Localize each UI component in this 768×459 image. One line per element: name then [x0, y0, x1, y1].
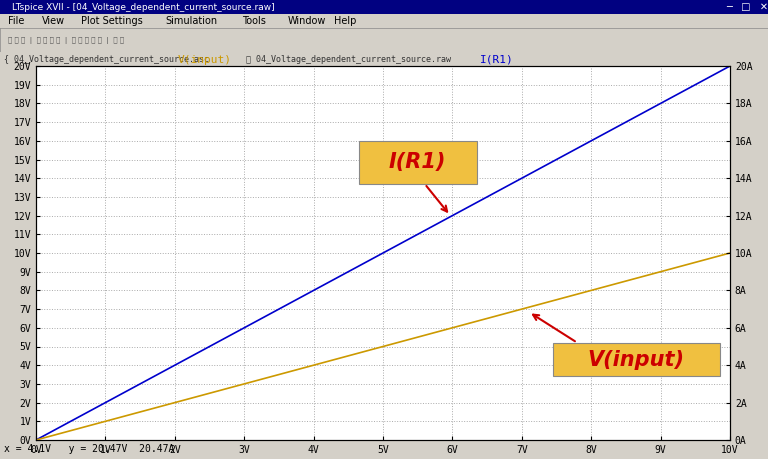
- Text: ─   □   ✕: ─ □ ✕: [726, 2, 768, 12]
- Text: I(R1): I(R1): [480, 55, 514, 65]
- Text: Plot Settings: Plot Settings: [81, 16, 142, 26]
- Text: 📄 04_Voltage_dependent_current_source.raw: 📄 04_Voltage_dependent_current_source.ra…: [246, 55, 451, 63]
- Text: ⬜ ⬜ ⬜  |  ⬜ ⬜ ⬜ ⬜  |  ⬜ ⬜ ⬜ ⬜ ⬜  |  ⬜ ⬜: ⬜ ⬜ ⬜ | ⬜ ⬜ ⬜ ⬜ | ⬜ ⬜ ⬜ ⬜ ⬜ | ⬜ ⬜: [8, 37, 124, 44]
- Text: Simulation: Simulation: [165, 16, 217, 26]
- FancyBboxPatch shape: [359, 141, 477, 184]
- Text: View: View: [42, 16, 65, 26]
- Text: x = 4.1V   y = 20.47V  20.47A: x = 4.1V y = 20.47V 20.47A: [4, 444, 174, 454]
- Text: File: File: [8, 16, 24, 26]
- Text: I(R1): I(R1): [389, 152, 446, 172]
- Text: Window: Window: [288, 16, 326, 26]
- Text: V(input): V(input): [588, 350, 685, 369]
- Text: { 04_Voltage_dependent_current_source.asc: { 04_Voltage_dependent_current_source.as…: [4, 55, 209, 63]
- Text: V(input): V(input): [178, 55, 232, 65]
- Text: Help: Help: [334, 16, 356, 26]
- Text: Tools: Tools: [242, 16, 266, 26]
- Text: LTspice XVII - [04_Voltage_dependent_current_source.raw]: LTspice XVII - [04_Voltage_dependent_cur…: [12, 2, 274, 11]
- FancyBboxPatch shape: [553, 343, 720, 376]
